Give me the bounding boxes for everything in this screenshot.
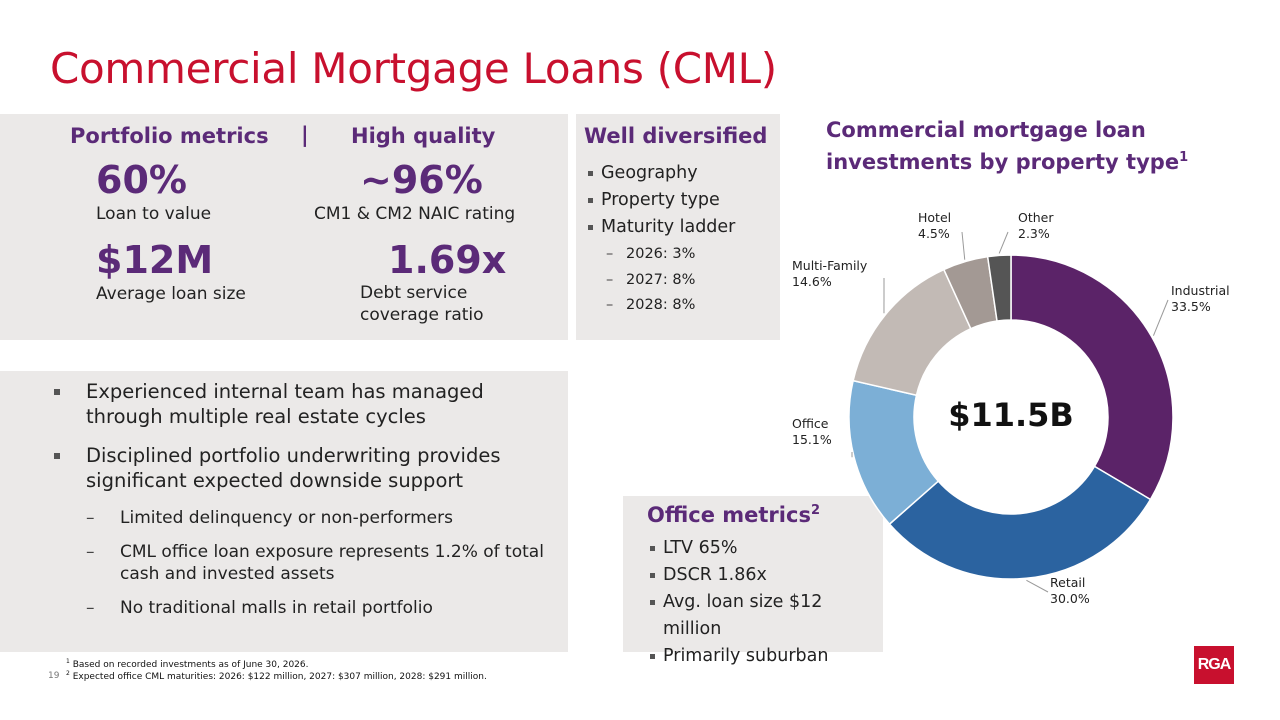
footnote-1: 1 Based on recorded investments as of Ju… xyxy=(66,658,309,670)
value-label: 33.5% xyxy=(1171,299,1211,314)
category-label: Office xyxy=(792,416,829,431)
highlight-sub-bullet: Limited delinquency or non-performers xyxy=(50,507,560,529)
diversified-item: Geography xyxy=(587,160,777,187)
office-metric-item: DSCR 1.86x xyxy=(649,562,879,589)
value-label: 2.3% xyxy=(1018,226,1050,241)
chart-center-label: $11.5B xyxy=(948,396,1074,434)
naic-label: CM1 & CM2 NAIC rating xyxy=(314,204,516,224)
header-separator: | xyxy=(301,123,309,147)
leader-line xyxy=(1026,579,1049,593)
highlights-panel: Experienced internal team has managed th… xyxy=(0,371,568,652)
naic-value: ~96% xyxy=(360,158,483,202)
avg-loan-value: $12M xyxy=(96,238,214,282)
office-metrics-header: Office metrics2 xyxy=(647,503,820,527)
page-title: Commercial Mortgage Loans (CML) xyxy=(50,44,777,93)
dscr-value: 1.69x xyxy=(388,238,507,282)
chart-title: Commercial mortgage loan investments by … xyxy=(826,118,1189,174)
diversified-item: Property type xyxy=(587,187,777,214)
maturity-item: 2027: 8% xyxy=(606,268,776,294)
value-label: 15.1% xyxy=(792,432,832,447)
portfolio-metrics-header: Portfolio metrics xyxy=(70,124,269,148)
donut-slice-industrial xyxy=(1010,254,1174,501)
highlight-sub-bullet: CML office loan exposure represents 1.2%… xyxy=(50,541,560,585)
leader-line xyxy=(961,231,966,260)
office-metric-item: LTV 65% xyxy=(649,535,879,562)
diversified-item: Maturity ladder xyxy=(587,214,777,241)
category-label: Industrial xyxy=(1171,283,1230,298)
highlight-bullet: Disciplined portfolio underwriting provi… xyxy=(50,443,560,493)
office-metrics-panel: Office metrics2 LTV 65% DSCR 1.86x Avg. … xyxy=(623,496,883,666)
category-label: Hotel xyxy=(918,210,951,225)
maturity-item: 2026: 3% xyxy=(606,242,776,268)
page-number: 19 xyxy=(48,671,60,681)
value-label: 4.5% xyxy=(918,226,950,241)
ltv-value: 60% xyxy=(96,158,187,202)
diversified-list: Geography Property type Maturity ladder xyxy=(587,160,777,241)
dscr-label: Debt service coverage ratio xyxy=(360,283,484,325)
donut-slice-other xyxy=(986,254,1012,322)
leader-line xyxy=(1152,299,1169,336)
maturity-item: 2028: 8% xyxy=(606,293,776,319)
ltv-label: Loan to value xyxy=(96,204,212,224)
well-diversified-header: Well diversified xyxy=(584,124,768,148)
highlight-bullet: Experienced internal team has managed th… xyxy=(50,379,560,429)
leader-line xyxy=(998,231,1009,254)
footnote-2: 2 Expected office CML maturities: 2026: … xyxy=(66,670,487,682)
maturity-list: 2026: 3% 2027: 8% 2028: 8% xyxy=(606,242,776,319)
well-diversified-panel: Well diversified Geography Property type… xyxy=(576,114,780,340)
high-quality-header: High quality xyxy=(351,124,496,148)
rga-logo: RGA xyxy=(1194,646,1234,684)
avg-loan-label: Average loan size xyxy=(96,284,246,304)
value-label: 30.0% xyxy=(1050,591,1090,606)
portfolio-metrics-panel: Portfolio metrics | High quality 60% Loa… xyxy=(0,114,568,340)
office-metrics-list: LTV 65% DSCR 1.86x Avg. loan size $12 mi… xyxy=(649,535,879,670)
highlight-sub-bullet: No traditional malls in retail portfolio xyxy=(50,597,560,619)
value-label: 14.6% xyxy=(792,274,832,289)
office-metric-item: Avg. loan size $12 million xyxy=(649,589,879,643)
category-label: Other xyxy=(1018,210,1054,225)
category-label: Multi-Family xyxy=(792,258,868,273)
office-metric-item: Primarily suburban xyxy=(649,643,879,670)
category-label: Retail xyxy=(1050,575,1085,590)
donut-slice-retail xyxy=(888,465,1152,580)
